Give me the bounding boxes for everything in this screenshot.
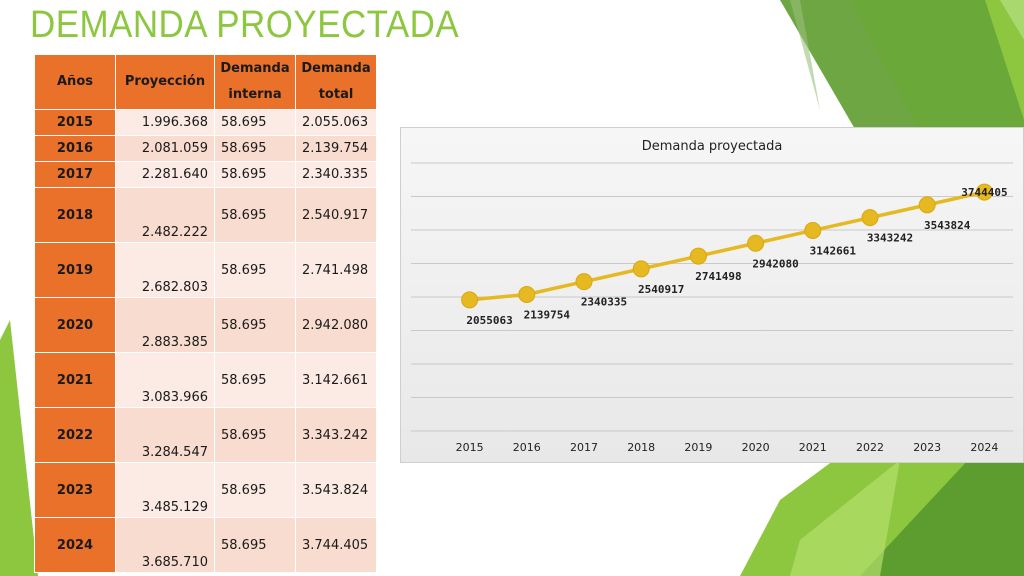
cell-total: 2.942.080 [295,297,377,353]
chart-title: Demanda proyectada [642,139,783,154]
data-label: 3744405 [961,186,1007,199]
table-row: 2019 2.682.803 58.695 2.741.498 [34,242,377,298]
cell-internal: 58.695 [214,407,296,463]
slide-title: DEMANDA PROYECTADA [30,4,460,46]
cell-total: 3.543.824 [295,462,377,518]
data-point [918,196,936,214]
cell-total: 2.741.498 [295,242,377,298]
cell-internal: 58.695 [214,352,296,408]
cell-year: 2022 [34,407,116,463]
cell-internal: 58.695 [214,517,296,573]
data-point [747,234,765,252]
data-label: 2741498 [695,270,741,283]
table-row: 2023 3.485.129 58.695 3.543.824 [34,462,377,518]
table-row: 2017 2.281.640 58.695 2.340.335 [34,161,377,188]
data-point [632,260,650,278]
cell-projection: 3.485.129 [115,462,215,518]
x-tick-label: 2024 [970,441,998,454]
cell-total: 3.744.405 [295,517,377,573]
data-label: 2942080 [752,257,798,270]
data-label: 2340335 [581,296,627,309]
cell-projection: 2.482.222 [115,187,215,243]
cell-year: 2018 [34,187,116,243]
x-tick-label: 2015 [456,441,484,454]
cell-internal: 58.695 [214,462,296,518]
header-internal-demand: Demanda interna [214,54,296,110]
x-tick-label: 2019 [684,441,712,454]
cell-projection: 2.883.385 [115,297,215,353]
data-point [518,285,536,303]
cell-internal: 58.695 [214,297,296,353]
data-label: 2540917 [638,283,684,296]
header-projection: Proyección [115,54,215,110]
table-row: 2020 2.883.385 58.695 2.942.080 [34,297,377,353]
cell-projection: 2.682.803 [115,242,215,298]
data-point [975,183,993,201]
chart-canvas: Demanda proyectada 2055063 2139754 2340335… [411,139,1013,454]
cell-internal: 58.695 [214,187,296,243]
table-row: 2016 2.081.059 58.695 2.139.754 [34,135,377,162]
cell-year: 2024 [34,517,116,573]
data-labels: 2055063 2139754 2340335 2540917 2741498 29420… [466,186,1007,327]
cell-projection: 3.083.966 [115,352,215,408]
x-tick-label: 2017 [570,441,598,454]
data-point [575,273,593,291]
cell-internal: 58.695 [214,109,296,136]
line-chart: Demanda proyectada 2055063 2139754 2340335… [400,127,1024,463]
cell-year: 2017 [34,161,116,188]
x-tick-label: 2023 [913,441,941,454]
table-row: 2021 3.083.966 58.695 3.142.661 [34,352,377,408]
table-row: 2018 2.482.222 58.695 2.540.917 [34,187,377,243]
cell-internal: 58.695 [214,135,296,162]
cell-projection: 3.685.710 [115,517,215,573]
cell-total: 2.139.754 [295,135,377,162]
cell-projection: 2.081.059 [115,135,215,162]
data-label: 2139754 [524,308,571,321]
cell-year: 2021 [34,352,116,408]
x-tick-label: 2021 [799,441,827,454]
cell-year: 2020 [34,297,116,353]
x-tick-label: 2020 [742,441,770,454]
cell-projection: 3.284.547 [115,407,215,463]
table-row: 2015 1.996.368 58.695 2.055.063 [34,109,377,136]
series-line [469,190,985,302]
cell-projection: 1.996.368 [115,109,215,136]
cell-internal: 58.695 [214,161,296,188]
projection-table: Años Proyección Demanda interna Demanda to… [34,54,377,573]
x-tick-label: 2018 [627,441,655,454]
cell-internal: 58.695 [214,242,296,298]
x-tick-label: 2022 [856,441,884,454]
cell-total: 2.055.063 [295,109,377,136]
cell-total: 2.340.335 [295,161,377,188]
data-point [689,247,707,265]
header-years: Años [34,54,116,110]
data-label: 2055063 [466,314,512,327]
x-axis: 2015 2016 2017 2018 2019 2020 2021 2022 2023 2024 [456,441,999,454]
data-point [804,221,822,239]
x-tick-label: 2016 [513,441,541,454]
header-total-demand: Demanda total [295,54,377,110]
cell-total: 3.343.242 [295,407,377,463]
cell-year: 2019 [34,242,116,298]
cell-projection: 2.281.640 [115,161,215,188]
cell-total: 3.142.661 [295,352,377,408]
data-label: 3543824 [924,219,971,232]
cell-year: 2015 [34,109,116,136]
data-point [461,291,479,309]
grid-lines [411,162,1013,432]
table-row: 2022 3.284.547 58.695 3.343.242 [34,407,377,463]
series-demanda [461,183,993,309]
cell-total: 2.540.917 [295,187,377,243]
data-label: 3343242 [867,232,913,245]
data-label: 3142661 [810,244,857,257]
data-point [861,209,879,227]
cell-year: 2023 [34,462,116,518]
cell-year: 2016 [34,135,116,162]
table-row: 2024 3.685.710 58.695 3.744.405 [34,517,377,573]
